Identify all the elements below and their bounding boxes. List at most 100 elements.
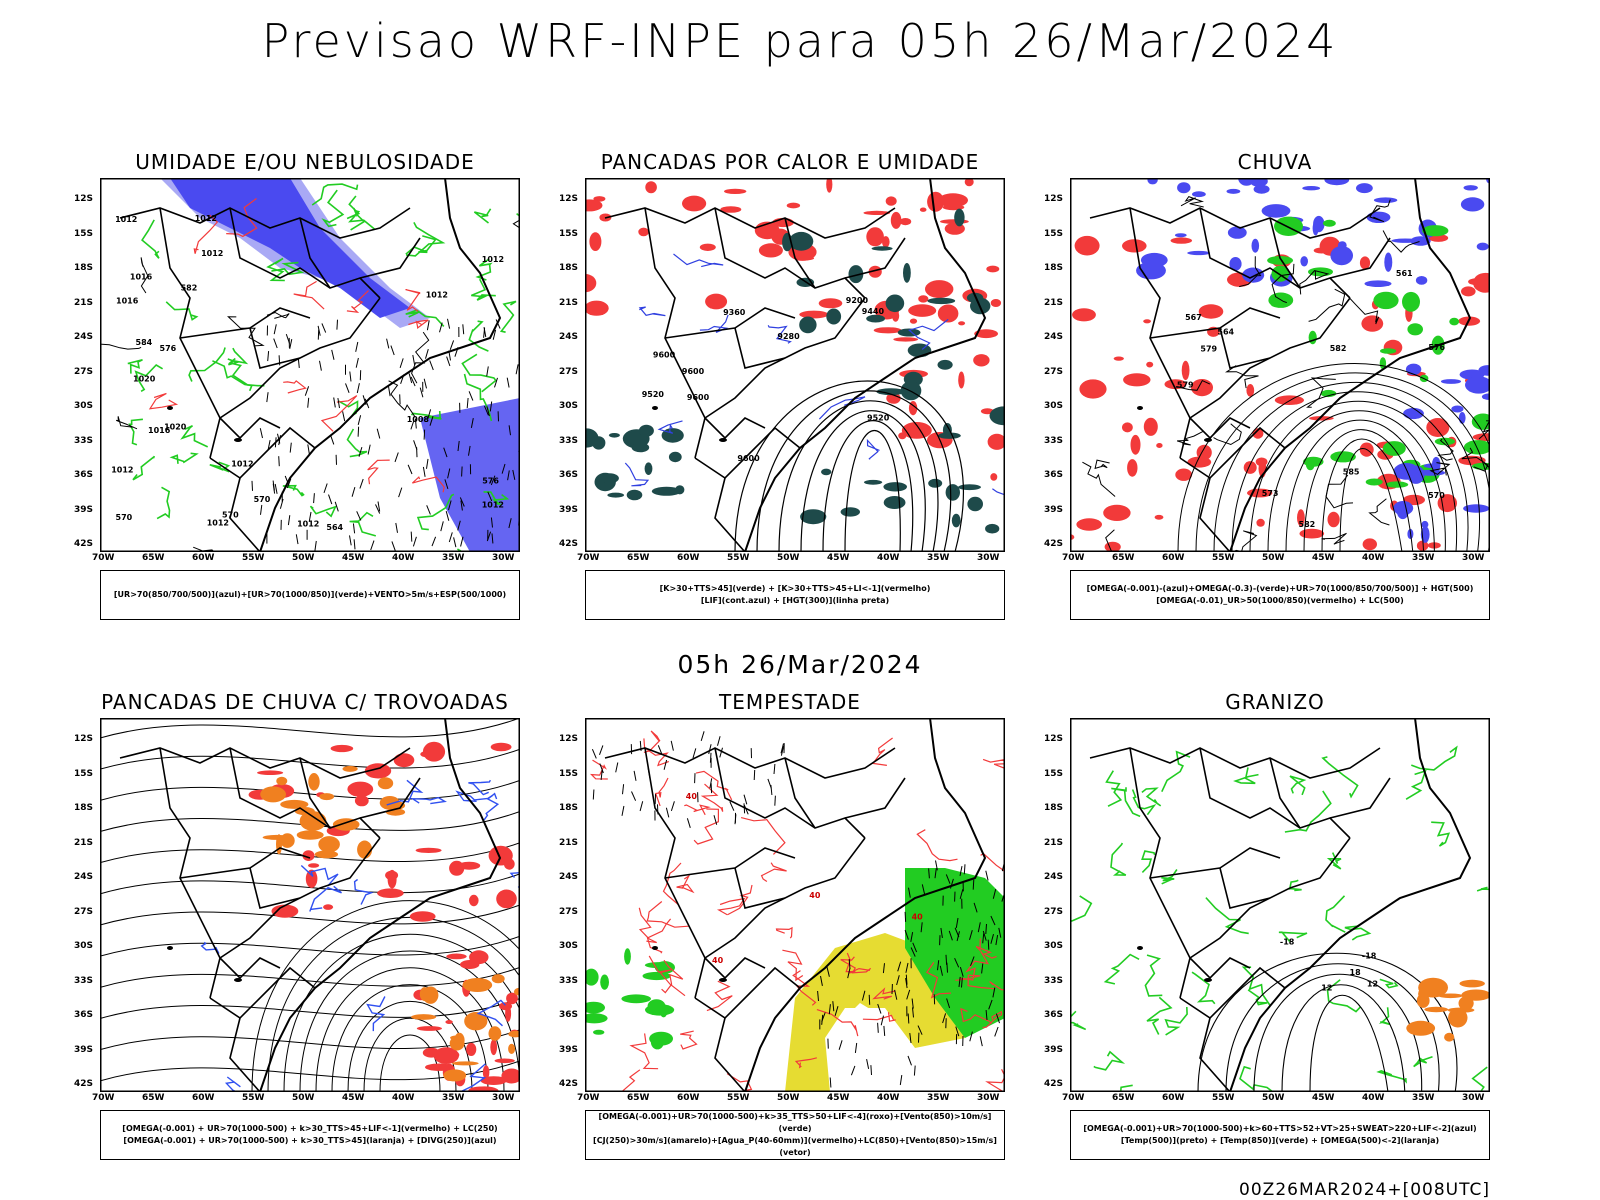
lat-tick-label: 27S — [559, 366, 579, 377]
contour-line — [366, 996, 386, 1032]
height-contour — [1267, 410, 1446, 552]
field-patch — [1226, 188, 1241, 194]
legend-line: [K>30+TTS>45](verde) + [K>30+TTS>45+LI<-… — [659, 584, 931, 593]
lon-tick-label: 60W — [1162, 1093, 1185, 1103]
wind-vector — [388, 386, 391, 397]
contour-line — [1284, 790, 1332, 833]
field-patch — [903, 263, 911, 283]
lat-tick-label: 39S — [74, 1044, 94, 1055]
field-patch — [1410, 236, 1431, 246]
panel-title: UMIDADE E/OU NEBULOSIDADE — [135, 150, 475, 174]
wind-vector — [317, 325, 321, 336]
field-patch — [1356, 183, 1373, 194]
contour-line — [794, 1057, 817, 1069]
border-line — [209, 426, 316, 480]
wind-vector — [461, 466, 463, 477]
lat-tick-label: 33S — [1044, 975, 1064, 986]
contour-line — [410, 796, 447, 805]
field-patch — [705, 293, 728, 310]
map-panel-4: PANCADAS DE CHUVA C/ TROVOADAS 12S 15S 18S 2… — [70, 690, 540, 1170]
contour-label: 1012 — [426, 290, 448, 299]
wind-vector — [355, 357, 359, 368]
wind-vector — [377, 501, 381, 512]
lat-tick-label: 27S — [74, 366, 94, 377]
wind-vector — [959, 966, 964, 977]
contour-line — [1326, 979, 1361, 1013]
field-patch — [585, 274, 597, 293]
field-patch — [876, 388, 906, 396]
wind-vector — [446, 356, 451, 367]
contour-line — [638, 306, 666, 317]
lat-tick-label: 24S — [1044, 332, 1064, 342]
field-patch — [1303, 456, 1324, 467]
panel-legend: [K>30+TTS>45](verde) + [K>30+TTS>45+LI<-… — [585, 570, 1005, 620]
wind-vector — [486, 531, 492, 542]
lat-tick-label: 30S — [1044, 941, 1064, 951]
height-contour — [1339, 448, 1403, 552]
border-line — [209, 966, 316, 1020]
lat-tick-label: 27S — [1044, 366, 1064, 377]
contour-line — [638, 907, 657, 944]
field-patch — [607, 492, 624, 498]
contour-line — [629, 1033, 659, 1070]
contour-label: 561 — [1396, 269, 1413, 278]
wind-vector — [880, 1015, 884, 1026]
field-patch — [885, 294, 905, 313]
contour-line — [1376, 1070, 1407, 1084]
wind-vector — [877, 1003, 882, 1014]
contour-line — [1105, 770, 1123, 807]
lat-tick-label: 39S — [559, 1044, 579, 1055]
border-line — [604, 747, 896, 779]
contour-line — [463, 373, 493, 422]
lat-tick-label: 24S — [559, 332, 579, 342]
wind-vector — [838, 1040, 843, 1050]
contour-label: 9200 — [846, 296, 869, 305]
wind-vector — [995, 935, 999, 946]
field-patch — [818, 298, 843, 309]
wind-vector — [972, 879, 975, 890]
contour-line — [1105, 529, 1115, 552]
lat-tick-label: 39S — [74, 504, 94, 515]
contour-label: 1012 — [482, 501, 504, 510]
contour-line — [1191, 971, 1216, 1005]
height-contour — [756, 390, 952, 552]
contour-line — [311, 183, 359, 206]
streamline — [331, 984, 489, 1092]
field-patch — [951, 513, 961, 528]
field-patch — [464, 1012, 488, 1031]
wind-vector — [877, 1022, 879, 1033]
height-contour — [1231, 391, 1469, 552]
wind-vector — [657, 745, 663, 755]
field-patch — [593, 196, 606, 202]
wind-vector — [321, 323, 327, 333]
field-patch — [494, 1058, 515, 1064]
field-patch — [305, 869, 318, 888]
field-patch — [659, 1003, 668, 1018]
field-patch — [466, 1042, 477, 1056]
contour-line — [1308, 288, 1346, 322]
field-patch — [308, 773, 320, 791]
wind-vector — [621, 805, 625, 816]
wind-vector — [512, 469, 516, 480]
contour-label: 9360 — [723, 308, 746, 317]
wind-vector — [426, 320, 430, 331]
field-patch — [1437, 494, 1457, 513]
contour-line — [1343, 291, 1380, 325]
lat-tick-label: 33S — [559, 435, 579, 446]
contour-line — [483, 491, 510, 505]
contour-label: 1012 — [111, 466, 133, 475]
field-patch — [330, 744, 354, 753]
contour-label: 9520 — [642, 390, 665, 399]
field-patch — [864, 479, 883, 485]
wind-vector — [990, 933, 994, 944]
wind-vector — [970, 956, 975, 966]
lat-tick-label: 42S — [1044, 1079, 1064, 1089]
contour-line — [767, 325, 792, 344]
wind-vector — [894, 989, 898, 1000]
field-patch — [974, 329, 998, 339]
wind-vector — [459, 497, 465, 507]
wind-vector — [353, 539, 356, 550]
field-patch — [608, 433, 620, 438]
lake-marker — [719, 978, 727, 982]
field-patch — [631, 442, 650, 453]
